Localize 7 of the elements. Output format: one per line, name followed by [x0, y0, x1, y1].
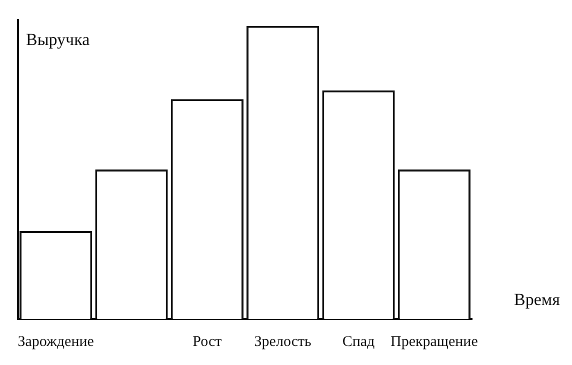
x-tick-label: Спад [342, 334, 376, 350]
y-axis-title: Выручка [26, 30, 90, 50]
x-tick-label: Рост [192, 334, 222, 350]
x-tick-label: Зрелость [254, 334, 312, 350]
x-tick-label: Прекращение [390, 334, 478, 350]
x-tick-label: Зарождение [18, 334, 94, 350]
x-axis-title: Время [514, 290, 560, 310]
